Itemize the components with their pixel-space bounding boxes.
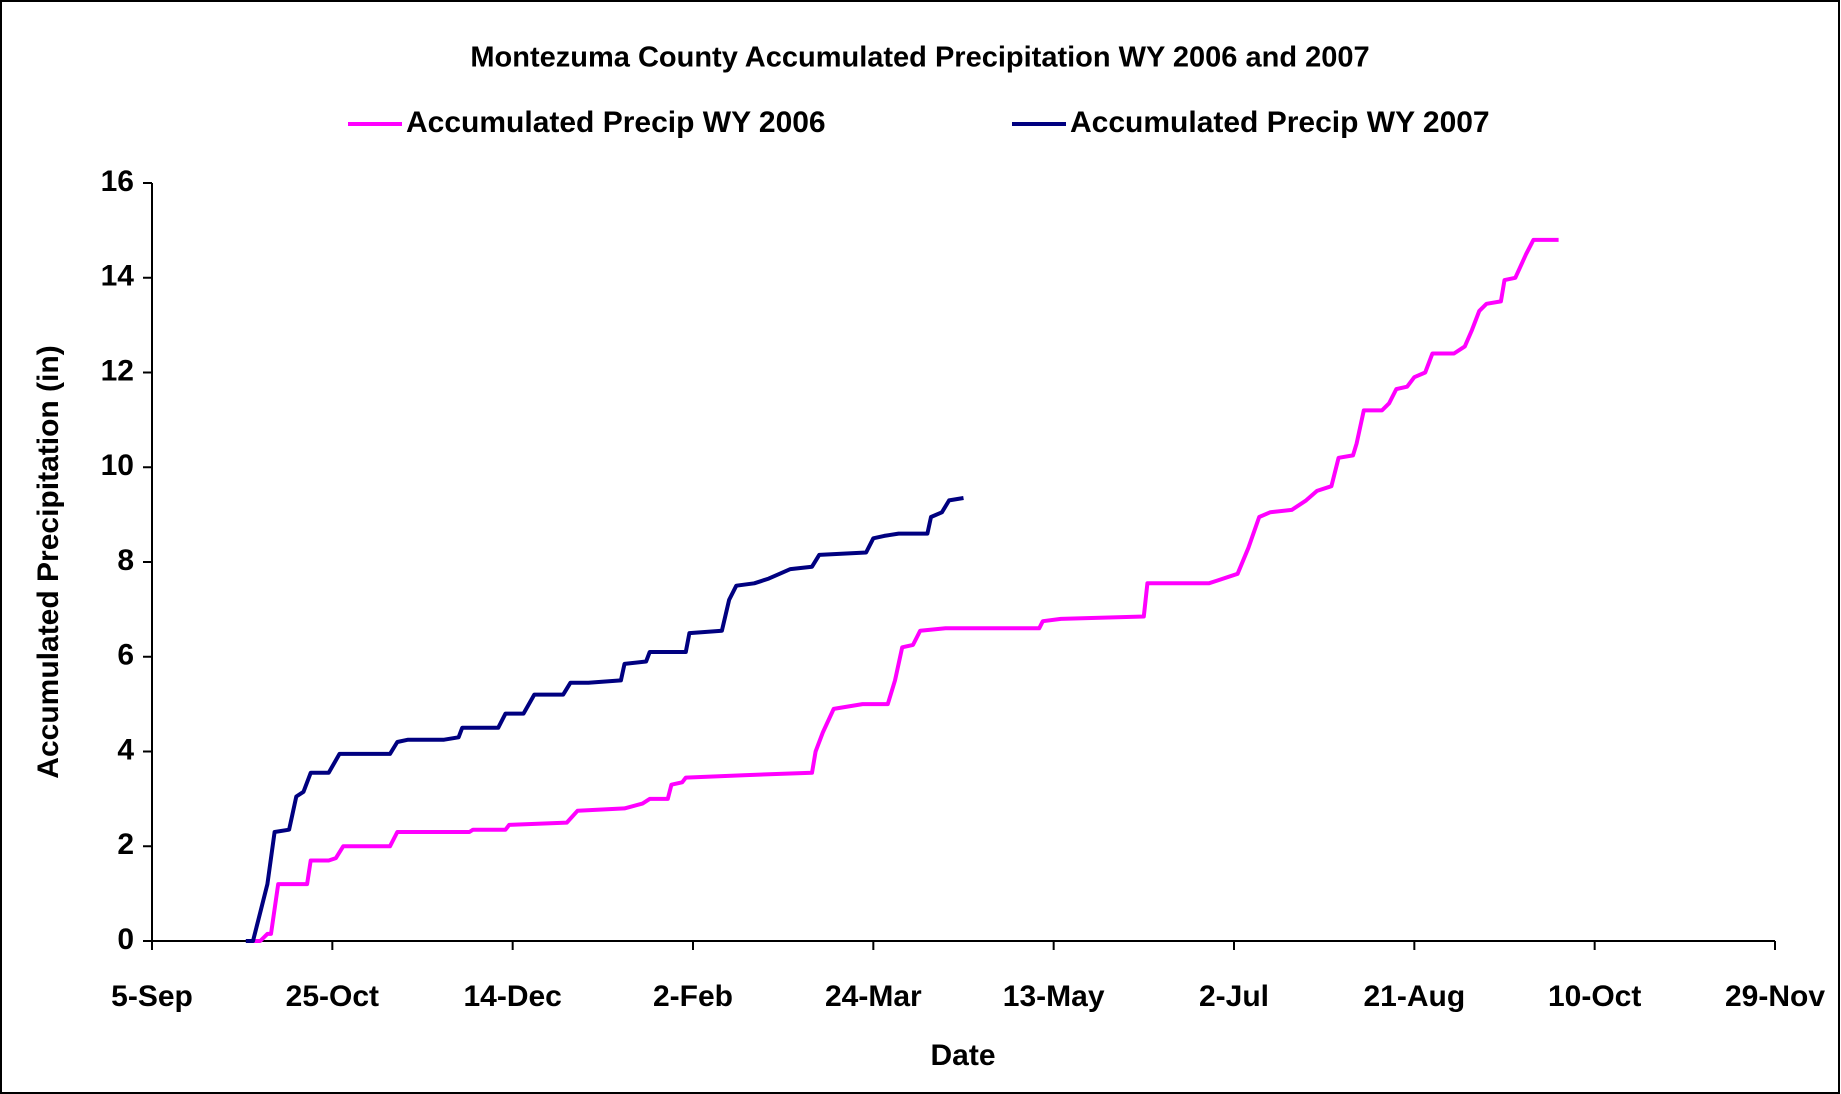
- series-line: [249, 237, 1559, 943]
- x-tick-label: 14-Dec: [463, 980, 561, 1013]
- x-tick-label: 13-May: [1003, 980, 1105, 1013]
- x-tick-label: 29-Nov: [1725, 980, 1825, 1013]
- y-tick-label: 16: [101, 165, 134, 198]
- x-tick-label: 25-Oct: [286, 980, 379, 1013]
- x-tick-label: 5-Sep: [111, 980, 193, 1013]
- x-tick-label: 21-Aug: [1363, 980, 1465, 1013]
- x-tick-label: 10-Oct: [1548, 980, 1641, 1013]
- y-tick-label: 0: [117, 923, 134, 956]
- legend-label: Accumulated Precip WY 2006: [406, 106, 826, 139]
- x-tick-label: 24-Mar: [825, 980, 922, 1013]
- series-line: [245, 496, 964, 943]
- legend-label: Accumulated Precip WY 2007: [1070, 106, 1490, 139]
- y-axis-label: Accumulated Precipitation (in): [32, 345, 65, 778]
- x-axis-label: Date: [930, 1039, 995, 1072]
- y-tick-label: 4: [117, 733, 134, 766]
- x-tick-label: 2-Jul: [1199, 980, 1269, 1013]
- chart-title: Montezuma County Accumulated Precipitati…: [470, 42, 1369, 74]
- y-tick-label: 12: [101, 354, 134, 387]
- y-tick-label: 6: [117, 639, 134, 672]
- y-tick-label: 14: [101, 260, 135, 293]
- y-tick-label: 2: [117, 828, 134, 861]
- y-tick-label: 8: [117, 544, 134, 577]
- x-tick-label: 2-Feb: [653, 980, 733, 1013]
- y-tick-label: 10: [101, 449, 134, 482]
